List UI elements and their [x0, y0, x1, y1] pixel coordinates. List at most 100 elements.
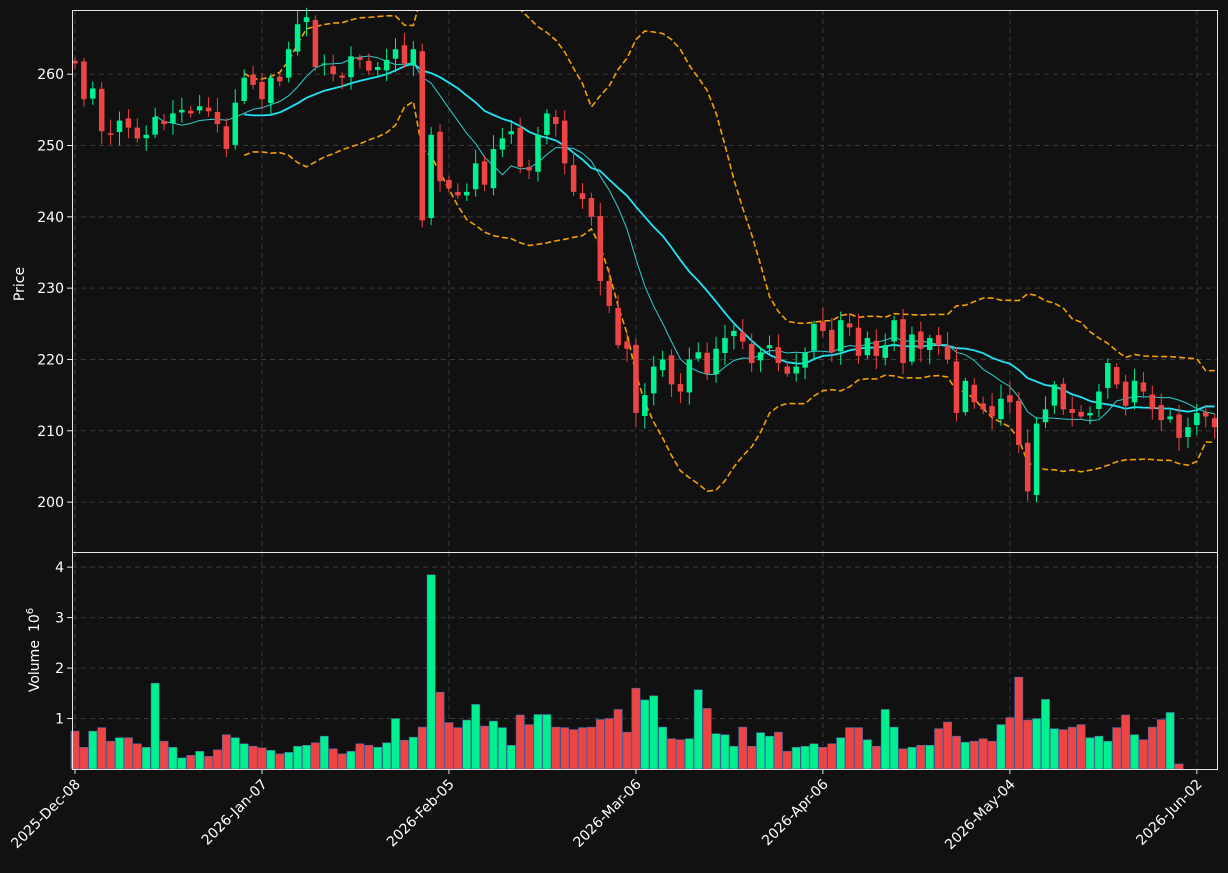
volume-bar	[658, 726, 668, 770]
volume-bar	[987, 740, 997, 770]
volume-bar	[1139, 739, 1148, 770]
candle	[81, 57, 87, 107]
candle-body	[419, 51, 425, 221]
volume-bar	[542, 714, 552, 770]
volume-bar	[293, 745, 302, 770]
volume-bar	[302, 744, 311, 770]
candle-body	[374, 67, 381, 71]
candle	[161, 113, 167, 131]
volume-bar	[248, 745, 258, 770]
candle-body	[446, 179, 452, 189]
candle	[1202, 405, 1209, 428]
candle	[1087, 406, 1093, 425]
candle-body	[1158, 405, 1164, 421]
volume-bar	[230, 737, 240, 770]
volume-bar	[880, 709, 890, 770]
candle-body	[1069, 409, 1075, 413]
volume-bar	[720, 734, 730, 770]
candle-body	[143, 134, 149, 139]
candle	[285, 41, 292, 83]
candle	[312, 15, 319, 71]
volume-panel-frame	[72, 552, 1218, 770]
candle-body	[998, 398, 1004, 420]
volume-bar	[391, 718, 400, 770]
candle	[401, 33, 408, 68]
candle-body	[1211, 418, 1218, 428]
volume-bar	[497, 727, 507, 770]
candle-body	[1167, 416, 1173, 420]
candle-body	[971, 384, 978, 403]
candle-body	[980, 403, 986, 410]
candle-body	[989, 406, 995, 417]
candle	[481, 155, 488, 192]
candle	[1060, 377, 1067, 416]
candle	[366, 53, 372, 76]
volume-bar	[177, 757, 187, 770]
candle	[410, 41, 417, 77]
candle-body	[882, 345, 888, 358]
price-tick-label: 200	[37, 495, 64, 511]
candle	[170, 100, 176, 135]
candle-body	[1131, 380, 1138, 403]
candle-body	[294, 24, 301, 52]
candle	[107, 119, 114, 145]
candle	[642, 383, 648, 429]
volume-bar	[168, 746, 178, 770]
volume-tick-label: 1	[55, 712, 64, 728]
candle	[740, 318, 746, 350]
candle-body	[517, 127, 523, 167]
candle	[793, 353, 799, 382]
volume-bar	[275, 753, 285, 770]
volume-bar	[578, 727, 587, 770]
volume-bar	[1147, 726, 1157, 770]
candle-body	[357, 57, 363, 60]
volume-bar	[97, 727, 107, 770]
candle	[1078, 405, 1084, 420]
candle-body	[161, 121, 167, 125]
candle-body	[526, 167, 532, 171]
candle	[259, 73, 265, 110]
candle	[811, 320, 817, 361]
volume-bar	[257, 747, 267, 770]
volume-bar	[622, 731, 632, 770]
volume-tick-label: 2	[55, 661, 64, 677]
volume-bar	[587, 726, 596, 770]
candle-body	[472, 163, 479, 190]
candle-body	[926, 338, 933, 350]
candle-body	[125, 118, 132, 128]
candle-body	[428, 134, 434, 218]
volume-bar	[195, 751, 205, 770]
candle	[650, 355, 657, 406]
volume-axis-label: Volume 106	[25, 608, 43, 692]
volume-bar	[684, 738, 694, 770]
candle-body	[793, 366, 799, 374]
candle-body	[241, 77, 247, 101]
candle-body	[1185, 427, 1191, 438]
volume-bar	[551, 726, 561, 770]
candle-body	[704, 352, 710, 374]
candle-body	[499, 138, 506, 150]
candle-body	[170, 113, 176, 124]
volume-bar	[533, 714, 543, 770]
candle	[633, 338, 639, 427]
volume-bar	[978, 738, 988, 770]
volume-bar	[88, 730, 98, 770]
candle	[1167, 409, 1173, 423]
candle	[784, 360, 791, 377]
candle	[277, 72, 283, 87]
x-tick-label: 2026-Mar-06	[570, 776, 644, 850]
price-tick-label: 210	[37, 424, 64, 440]
volume-bar	[79, 746, 89, 770]
volume-bar	[738, 726, 748, 770]
volume-bar	[729, 745, 739, 770]
candle-body	[695, 352, 702, 359]
candle-body	[366, 60, 372, 71]
volume-bar	[284, 752, 294, 770]
candle-body	[722, 338, 728, 353]
volume-bar	[1156, 719, 1166, 770]
volume-bar	[756, 732, 765, 770]
volume-bar	[373, 746, 383, 770]
volume-bar	[996, 724, 1006, 770]
candle-body	[1024, 442, 1031, 492]
volume-bar	[889, 726, 899, 770]
